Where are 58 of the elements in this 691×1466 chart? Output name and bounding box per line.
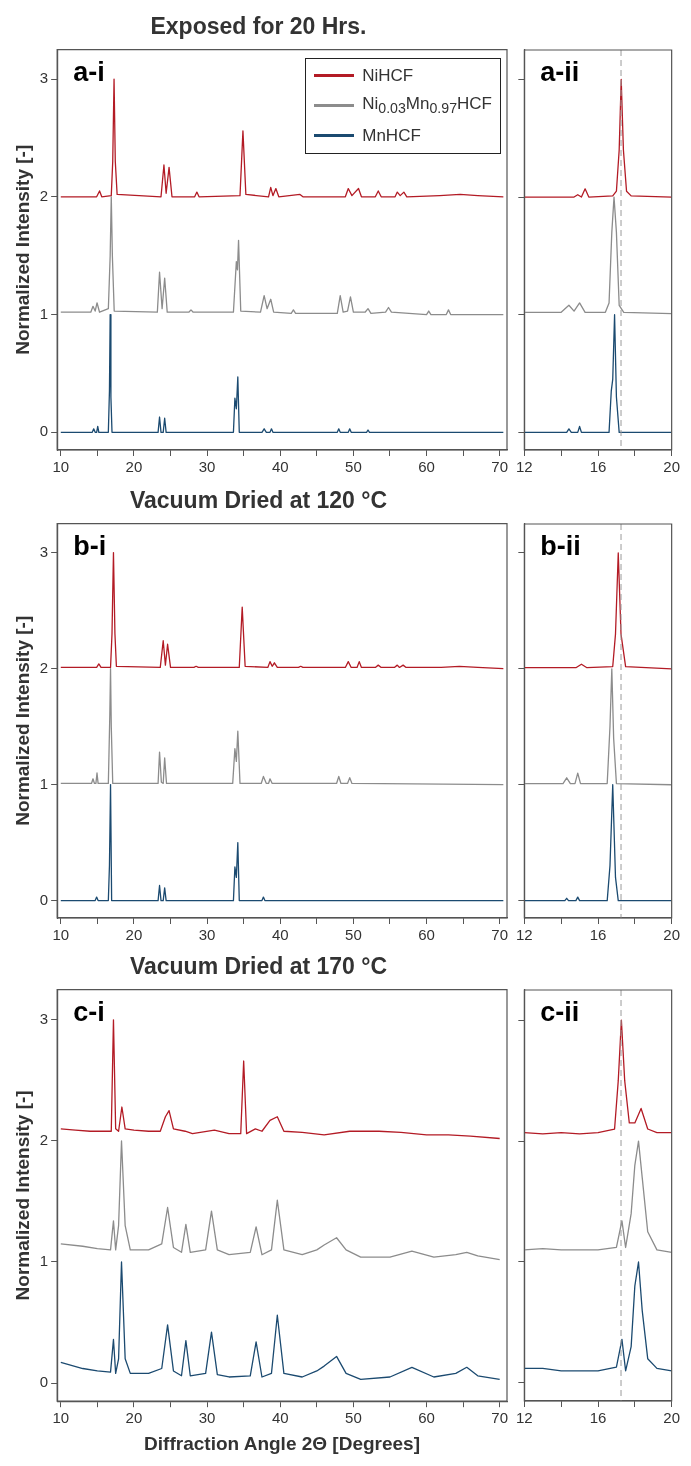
x-tick-label: 70 [491, 926, 509, 944]
y-tick-label: 3 [39, 1010, 49, 1028]
y-axis-title: Normalized Intensity [-] [11, 615, 33, 826]
annotation: a-ii [540, 56, 580, 87]
y-tick-label: 0 [39, 422, 49, 440]
x-tick-label: 16 [589, 926, 607, 944]
x-tick-label: 50 [345, 458, 362, 476]
x-tick-label: 60 [418, 458, 435, 476]
x-tick-label: 12 [516, 458, 533, 476]
x-tick-label: 16 [589, 458, 607, 476]
y-tick-label: 3 [39, 542, 49, 560]
y-tick-label: 1 [39, 774, 49, 792]
x-tick-label: 12 [516, 926, 533, 944]
x-tick-label: 20 [125, 1409, 143, 1427]
y-axis-title: Normalized Intensity [-] [11, 1090, 33, 1301]
x-tick-label: 40 [271, 458, 289, 476]
y-tick-label: 0 [39, 1373, 49, 1391]
x-tick-label: 10 [52, 458, 70, 476]
x-tick-label: 30 [198, 458, 216, 476]
x-tick-label: 40 [271, 1409, 289, 1427]
chart-title: Exposed for 20 Hrs. [150, 13, 367, 40]
y-tick-label: 2 [39, 186, 49, 204]
x-tick-label: 70 [491, 1409, 509, 1427]
x-tick-label: 60 [418, 1409, 435, 1427]
x-tick-label: 10 [52, 1409, 70, 1427]
x-tick-label: 70 [491, 458, 509, 476]
x-tick-label: 20 [663, 926, 680, 944]
y-tick-label: 0 [39, 890, 49, 908]
x-tick-label: 50 [345, 926, 362, 944]
y-tick-label: 3 [39, 69, 49, 87]
x-tick-label: 20 [663, 458, 680, 476]
x-tick-label: 50 [345, 1409, 362, 1427]
x-tick-label: 60 [418, 926, 435, 944]
y-tick-label: 1 [39, 1252, 49, 1270]
annotation: c-ii [540, 996, 580, 1027]
x-tick-label: 40 [271, 926, 289, 944]
chart-title: Vacuum Dried at 120 °C [129, 487, 388, 514]
y-tick-label: 2 [39, 658, 49, 676]
annotation: b-i [73, 530, 107, 561]
legend-label: NiHCF [362, 64, 414, 87]
annotation: a-i [73, 56, 105, 87]
y-tick-label: 1 [39, 304, 49, 322]
chart-title: Vacuum Dried at 170 °C [129, 953, 388, 980]
x-tick-label: 20 [125, 458, 143, 476]
legend-label: MnHCF [362, 125, 421, 147]
y-tick-label: 2 [39, 1131, 49, 1149]
y-axis-title: Normalized Intensity [-] [11, 144, 33, 355]
annotation: b-ii [540, 530, 581, 561]
x-tick-label: 16 [589, 1409, 607, 1427]
x-tick-label: 20 [663, 1409, 680, 1427]
legend-label: Ni$_{0.03}$Mn$_{0.97}$HCF [362, 92, 492, 118]
x-tick-label: 10 [52, 926, 70, 944]
annotation: c-i [73, 996, 105, 1027]
x-axis-title: Diffraction Angle 2Θ [Degrees] [144, 1432, 421, 1454]
x-tick-label: 12 [516, 1409, 533, 1427]
x-tick-label: 20 [125, 926, 143, 944]
x-tick-label: 30 [198, 1409, 216, 1427]
x-tick-label: 30 [198, 926, 216, 944]
